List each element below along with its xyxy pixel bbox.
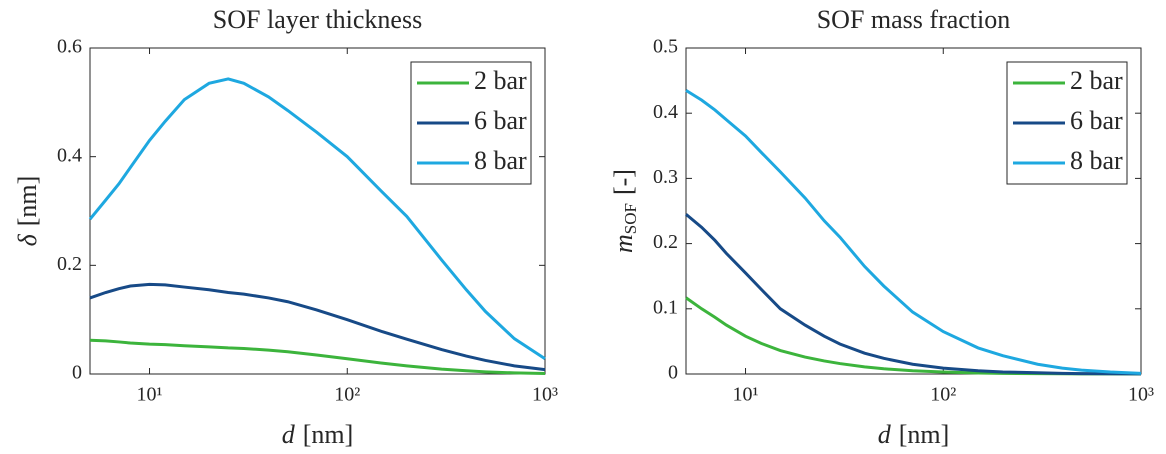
x-label-var: d (282, 420, 296, 449)
y-tick-label: 0 (72, 362, 82, 384)
legend-label: 6 bar (474, 106, 527, 135)
y-tick-label: 0.4 (57, 144, 82, 166)
data-line (685, 213, 1142, 376)
y-tick-label: 0.2 (57, 253, 82, 275)
data-line (89, 282, 546, 372)
legend-label: 8 bar (1070, 146, 1123, 175)
legend-label: 8 bar (474, 146, 527, 175)
x-label-unit: [nm] (899, 420, 950, 449)
legend-label: 2 bar (1070, 66, 1123, 95)
x-axis-label: d [nm] (878, 420, 950, 449)
x-tick-label: 10¹ (137, 384, 163, 406)
y-tick-label: 0.5 (653, 36, 678, 58)
y-tick-label: 0.1 (653, 296, 678, 318)
data-line (88, 77, 546, 361)
x-tick-label: 10³ (532, 384, 558, 406)
y-axis-label: mSOF [-] (609, 169, 640, 253)
x-tick-label: 10² (334, 384, 360, 406)
data-line (89, 338, 546, 375)
y-axis-label: δ [nm] (13, 176, 42, 247)
y-label-var: m (609, 234, 638, 253)
y-label-unit: [nm] (13, 176, 42, 227)
chart-title: SOF layer thickness (213, 5, 422, 34)
legend-label: 2 bar (474, 66, 527, 95)
x-tick-label: 10¹ (733, 384, 759, 406)
y-tick-label: 0.6 (57, 36, 82, 58)
x-axis-label: d [nm] (282, 420, 354, 449)
y-tick-label: 0 (668, 362, 678, 384)
y-tick-label: 0.4 (653, 101, 678, 123)
chart: SOF mass fraction 0 0.1 0.2 0.3 0.4 0.5 10¹ 10² 1… (609, 5, 1154, 449)
y-tick-label: 0.3 (653, 166, 678, 188)
y-label-var: δ (13, 233, 42, 246)
data-line (685, 89, 1142, 375)
legend-label: 6 bar (1070, 106, 1123, 135)
x-label-var: d (878, 420, 892, 449)
x-tick-label: 10³ (1128, 384, 1154, 406)
y-tick-label: 0.2 (653, 231, 678, 253)
chart-title: SOF mass fraction (817, 5, 1011, 34)
x-tick-label: 10² (930, 384, 956, 406)
y-label-sub: SOF (621, 203, 640, 234)
y-label-unit: [-] (609, 169, 638, 195)
x-label-unit: [nm] (303, 420, 354, 449)
